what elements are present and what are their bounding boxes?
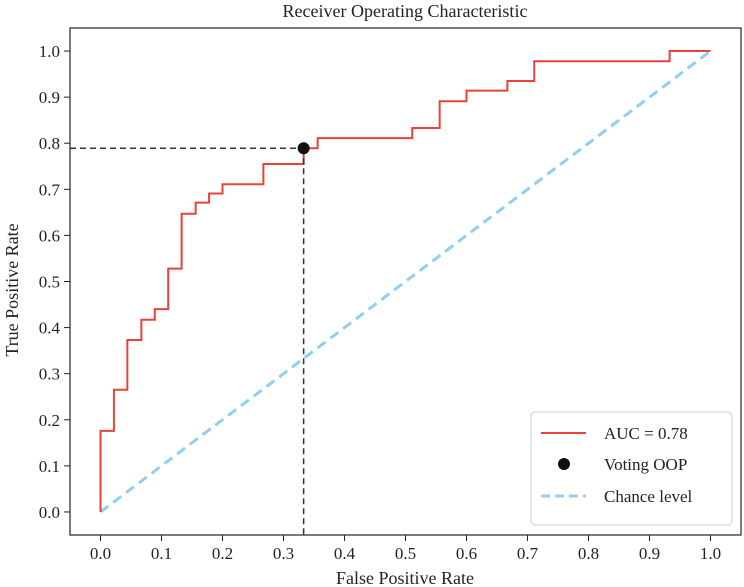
x-tick-label: 0.5 [395,544,416,563]
y-axis-ticks: 0.0 0.1 0.2 0.3 0.4 0.5 0.6 0.7 0.8 0.9 1.0 [39,42,70,522]
y-tick-label: 0.2 [39,411,60,430]
y-tick-label: 0.9 [39,88,60,107]
x-tick-label: 0.4 [334,544,356,563]
y-axis-label: True Positive Rate [2,223,22,356]
x-axis-ticks: 0.0 0.1 0.2 0.3 0.4 0.5 0.6 0.7 0.8 0.9 1.0 [90,535,721,563]
x-tick-label: 0.0 [90,544,111,563]
y-tick-label: 0.3 [39,365,60,384]
roc-curve [99,50,711,512]
chart-title: Receiver Operating Characteristic [283,1,528,21]
legend: AUC = 0.78 Voting OOP Chance level [530,411,733,526]
voting-oop-point [297,142,310,155]
legend-label-chance: Chance level [604,487,693,506]
x-tick-label: 0.1 [151,544,172,563]
reference-lines [70,147,305,535]
x-tick-label: 0.6 [456,544,477,563]
x-tick-label: 0.8 [578,544,599,563]
legend-box [530,411,733,526]
x-tick-label: 0.3 [273,544,294,563]
y-tick-label: 0.5 [39,273,60,292]
legend-swatch-voting-oop [558,458,570,470]
x-axis-label: False Positive Rate [336,568,474,587]
legend-label-voting-oop: Voting OOP [604,455,687,474]
y-tick-label: 0.0 [39,503,60,522]
x-tick-label: 1.0 [700,544,721,563]
legend-label-auc: AUC = 0.78 [604,424,688,443]
y-tick-label: 1.0 [39,42,60,61]
y-tick-label: 0.4 [39,319,61,338]
y-tick-label: 0.7 [39,180,61,199]
marker-layer [297,142,310,155]
y-tick-label: 0.8 [39,134,60,153]
x-tick-label: 0.7 [517,544,539,563]
x-tick-label: 0.9 [639,544,660,563]
y-tick-label: 0.6 [39,226,60,245]
x-tick-label: 0.2 [212,544,233,563]
y-tick-label: 0.1 [39,457,60,476]
series-layer [99,49,712,514]
